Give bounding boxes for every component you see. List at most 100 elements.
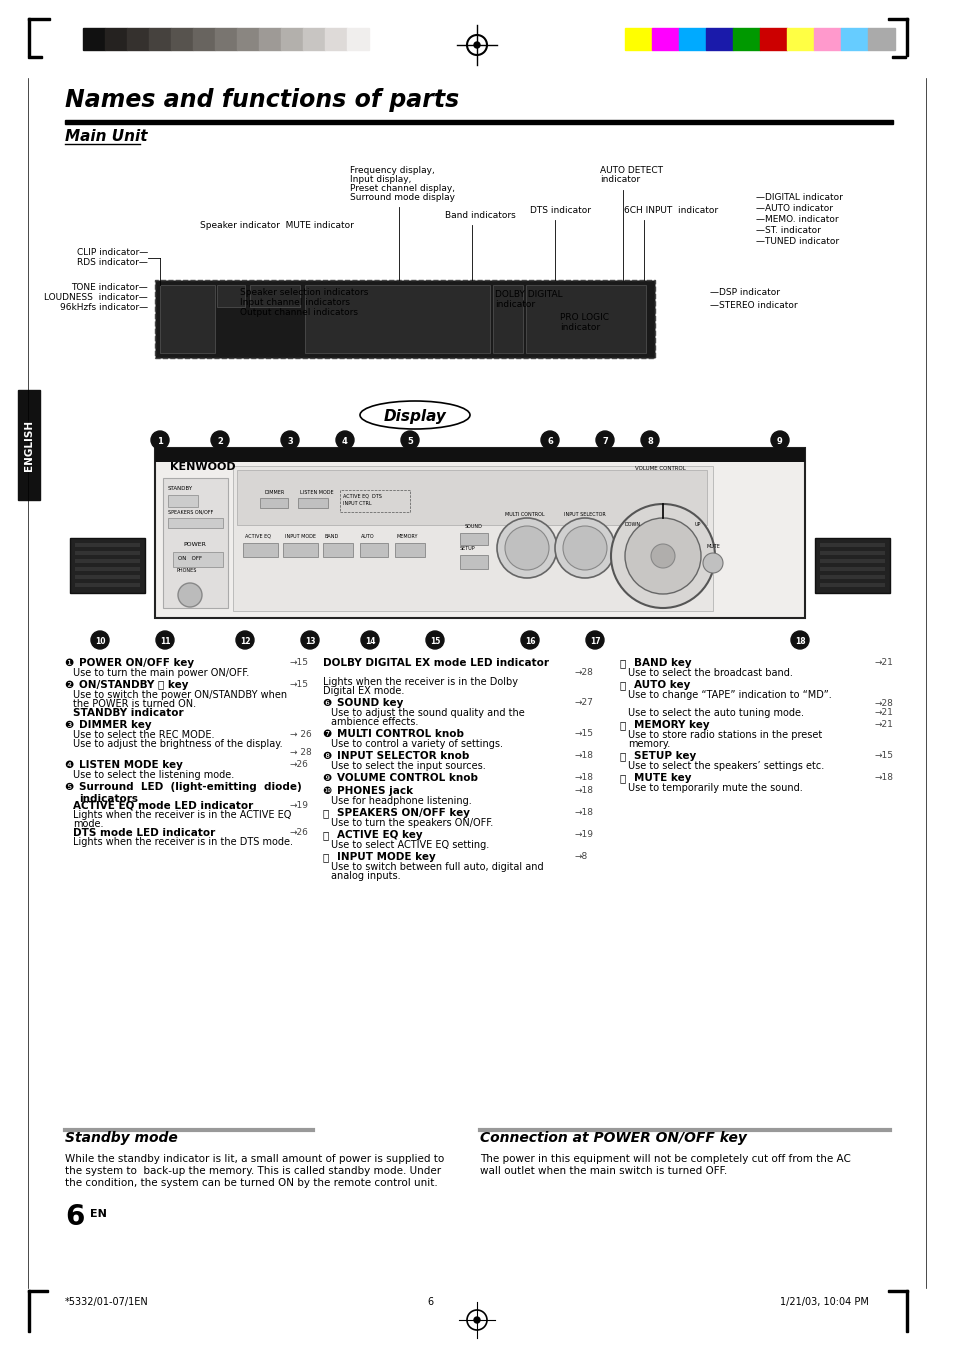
Text: the condition, the system can be turned ON by the remote control unit.: the condition, the system can be turned … [65,1178,437,1188]
Circle shape [301,631,318,648]
Bar [820,543,884,547]
Bar [760,28,786,50]
Text: 2: 2 [217,436,223,446]
Text: —DSP indicator: —DSP indicator [709,288,780,297]
Text: CLIP indicator—: CLIP indicator— [76,249,148,257]
Bar [786,28,813,50]
Text: BAND key: BAND key [634,658,691,667]
Bar [867,28,894,50]
Circle shape [474,1317,479,1323]
Text: ❻: ❻ [323,698,335,708]
Text: ENGLISH: ENGLISH [24,419,34,470]
Text: ❸: ❸ [65,720,77,730]
Bar [323,543,353,557]
Text: ambience effects.: ambience effects. [331,717,418,727]
Bar [841,28,867,50]
Bar [732,28,760,50]
Bar [28,55,42,58]
Bar [250,285,299,307]
Bar [75,543,140,547]
Text: —AUTO indicator: —AUTO indicator [755,204,832,213]
Text: Use to change “TAPE” indication to “MD”.: Use to change “TAPE” indication to “MD”. [627,690,831,700]
Text: Frequency display,: Frequency display, [350,166,435,176]
Bar [236,470,706,526]
Text: Lights when the receiver is in the DTS mode.: Lights when the receiver is in the DTS m… [73,838,293,847]
Text: →15: →15 [290,680,309,689]
Text: STANDBY: STANDBY [168,486,193,490]
Bar [233,466,712,611]
Text: AUTO key: AUTO key [634,680,690,690]
Bar [459,534,488,544]
Text: ACTIVE EQ key: ACTIVE EQ key [336,830,422,840]
Text: 12: 12 [239,636,250,646]
Text: Input display,: Input display, [350,176,411,184]
Text: →26: →26 [290,828,309,838]
Text: Main Unit: Main Unit [65,128,148,145]
Circle shape [596,431,614,449]
Circle shape [281,431,298,449]
Text: Use to temporarily mute the sound.: Use to temporarily mute the sound. [627,784,801,793]
Text: INPUT CTRL: INPUT CTRL [343,501,372,507]
Text: Surround  LED  (light-emitting  diode)
indicators: Surround LED (light-emitting diode) indi… [79,782,301,804]
Text: RDS indicator—: RDS indicator— [77,258,148,267]
Bar [820,576,884,580]
Text: —STEREO indicator: —STEREO indicator [709,301,797,309]
Bar [172,553,223,567]
Bar [820,567,884,571]
Bar [160,285,214,353]
Bar [75,576,140,580]
Text: Use to store radio stations in the preset: Use to store radio stations in the prese… [627,730,821,740]
Bar [168,494,198,507]
Text: ⓯: ⓯ [619,680,629,690]
Text: KENWOOD: KENWOOD [170,462,235,471]
Text: →15: →15 [874,751,893,761]
Text: Use to turn the main power ON/OFF.: Use to turn the main power ON/OFF. [73,667,249,678]
Text: POWER: POWER [183,542,206,547]
Text: Use to turn the speakers ON/OFF.: Use to turn the speakers ON/OFF. [331,817,493,828]
Bar [493,285,522,353]
Text: Use to select ACTIVE EQ setting.: Use to select ACTIVE EQ setting. [331,840,489,850]
Text: SOUND: SOUND [464,524,482,530]
Text: Standby mode: Standby mode [65,1131,177,1146]
Bar [820,559,884,563]
Text: ⓲: ⓲ [619,773,629,784]
Text: MULTI CONTROL: MULTI CONTROL [505,512,544,517]
Text: AUTO DETECT: AUTO DETECT [599,166,662,176]
Bar [891,55,905,58]
Text: 18: 18 [794,636,804,646]
Text: ACTIVE EQ mode LED indicator: ACTIVE EQ mode LED indicator [73,801,253,811]
Text: PRO LOGIC: PRO LOGIC [559,313,608,322]
Bar [163,478,228,608]
Text: 4: 4 [342,436,348,446]
Text: →19: →19 [575,830,594,839]
Bar [705,28,732,50]
Bar [70,538,145,593]
Text: → 26: → 26 [290,730,312,739]
Text: →18: →18 [575,751,594,761]
Text: 11: 11 [159,636,170,646]
Text: 9: 9 [777,436,782,446]
Text: Use to adjust the sound quality and the: Use to adjust the sound quality and the [331,708,524,717]
Circle shape [360,631,378,648]
Circle shape [790,631,808,648]
Text: LOUDNESS  indicator—: LOUDNESS indicator— [44,293,148,303]
Text: 13: 13 [304,636,314,646]
Text: 7: 7 [601,436,607,446]
Text: 8: 8 [646,436,652,446]
Text: ❹: ❹ [65,761,77,770]
Bar [679,28,705,50]
Text: Digital EX mode.: Digital EX mode. [323,686,404,696]
Text: UP: UP [695,521,700,527]
Text: Use to switch between full auto, digital and: Use to switch between full auto, digital… [331,862,543,871]
Text: DOLBY DIGITAL EX mode LED indicator: DOLBY DIGITAL EX mode LED indicator [323,658,548,667]
Text: 14: 14 [364,636,375,646]
Text: Use to select the input sources.: Use to select the input sources. [331,761,485,771]
Bar [339,490,410,512]
Text: Use to switch the power ON/STANDBY when: Use to switch the power ON/STANDBY when [73,690,287,700]
Text: 6: 6 [65,1202,84,1231]
Circle shape [702,553,722,573]
Text: DIMMER: DIMMER [265,490,285,494]
Text: the system to  back-up the memory. This is called standby mode. Under: the system to back-up the memory. This i… [65,1166,440,1175]
Text: →18: →18 [575,773,594,782]
Bar [887,18,907,20]
